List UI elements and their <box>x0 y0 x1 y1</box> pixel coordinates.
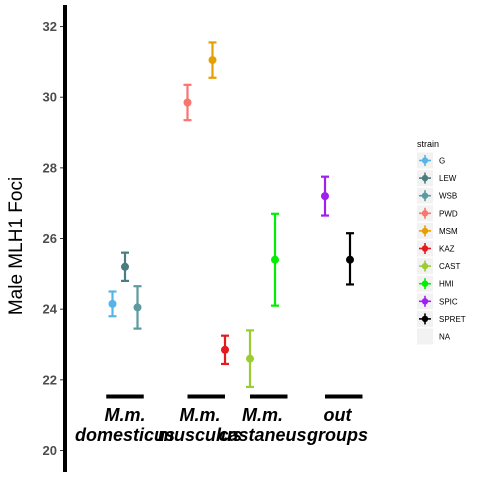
point-spic <box>321 175 329 217</box>
legend-item-cast: CAST <box>417 258 460 275</box>
y-tick-label: 28 <box>43 160 57 175</box>
legend-item-wsb: WSB <box>417 187 457 204</box>
point-pwd <box>183 83 192 122</box>
point-msm <box>208 41 217 79</box>
point-marker <box>133 303 142 312</box>
y-tick-label: 30 <box>43 90 57 105</box>
legend-item-pwd: PWD <box>417 205 458 222</box>
point-marker <box>321 192 329 201</box>
legend-item-spic: SPIC <box>417 293 458 310</box>
group-label-line2: domesticus <box>75 425 175 445</box>
point-marker <box>183 98 192 107</box>
legend-key-bg <box>417 328 433 345</box>
group-label-line1: M.m. <box>242 405 283 425</box>
legend-key-dot <box>421 298 429 305</box>
point-wsb <box>133 285 142 330</box>
y-tick-label: 20 <box>43 443 57 458</box>
group-label-line2: castaneus <box>218 425 306 445</box>
data-points <box>108 41 354 389</box>
legend-label: PWD <box>439 209 458 218</box>
group-label-line1: M.m. <box>179 405 220 425</box>
point-marker <box>108 299 117 308</box>
legend-label: KAZ <box>439 245 455 254</box>
legend-label: HMI <box>439 280 454 289</box>
y-tick-label: 22 <box>43 372 57 387</box>
legend-label: WSB <box>439 192 457 201</box>
point-marker <box>208 56 217 65</box>
legend-key-dot <box>421 262 429 270</box>
group-label-line1: M.m. <box>104 405 145 425</box>
y-axis-ticks: 20 22 24 26 28 30 32 <box>43 19 65 458</box>
point-marker <box>121 262 129 271</box>
legend-item-lew: LEW <box>417 170 457 187</box>
legend-key-dot <box>421 245 429 252</box>
legend-key-dot <box>421 157 429 164</box>
legend-key-dot <box>421 315 429 323</box>
y-tick-label: 26 <box>43 231 57 246</box>
group-label-line2: musculus <box>158 425 242 445</box>
point-marker <box>221 345 229 354</box>
legend-item-kaz: KAZ <box>417 240 455 257</box>
point-marker <box>246 354 254 363</box>
point-lew <box>121 251 129 283</box>
point-cast <box>246 329 254 389</box>
legend-item-na: NA <box>417 328 451 345</box>
legend-item-msm: MSM <box>417 222 458 239</box>
group-label-line2: groups <box>306 425 368 445</box>
legend-item-hmi: HMI <box>417 275 454 292</box>
legend-key-dot <box>421 210 429 217</box>
point-g <box>108 290 117 318</box>
legend-label: SPIC <box>439 297 458 306</box>
legend-key-dot <box>421 174 429 182</box>
legend-label: LEW <box>439 174 457 183</box>
legend-label: CAST <box>439 262 460 271</box>
y-axis-title: Male MLH1 Foci <box>6 177 27 315</box>
legend-label: NA <box>439 333 451 342</box>
legend-key-dot <box>421 227 429 235</box>
legend-label: MSM <box>439 227 458 236</box>
point-marker <box>346 255 354 264</box>
legend-key-dot <box>421 280 429 287</box>
y-tick-label: 32 <box>43 19 57 34</box>
legend-label: G <box>439 157 445 166</box>
legend-label: SPRET <box>439 315 466 324</box>
point-kaz <box>221 334 229 366</box>
legend-title: strain <box>417 139 439 149</box>
legend: strain G LEW WSB PWD MSM KAZ CAST HMI SPIC SPRET N… <box>417 139 466 345</box>
group-labels: M.m.domesticusM.m.musculusM.m.castaneuso… <box>75 405 368 445</box>
legend-key-dot <box>421 192 429 199</box>
y-tick-label: 24 <box>43 302 58 317</box>
point-hmi <box>271 212 279 307</box>
point-marker <box>271 255 279 264</box>
legend-item-g: G <box>417 152 445 169</box>
point-spret <box>346 232 354 286</box>
group-label-line1: out <box>324 405 353 425</box>
legend-item-spret: SPRET <box>417 310 466 327</box>
